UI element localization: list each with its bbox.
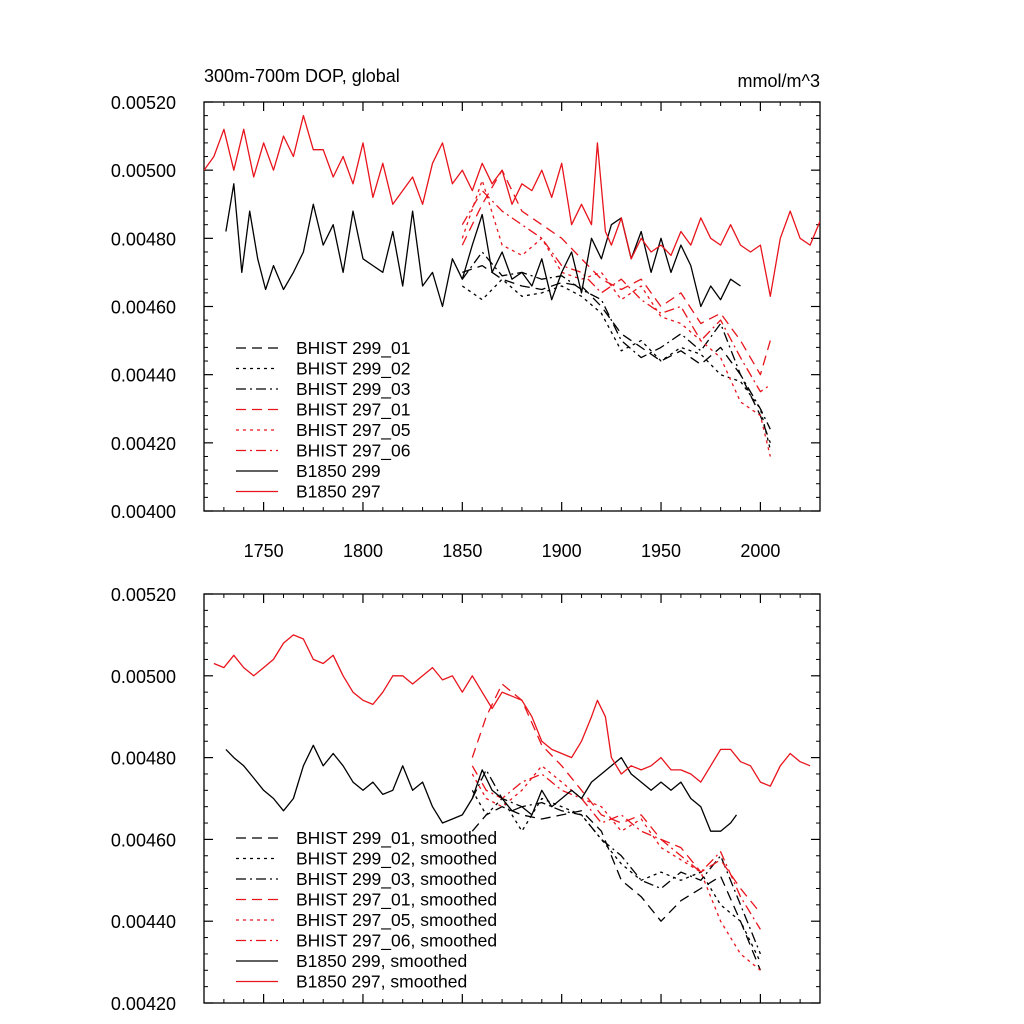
series-line-bhist-297-05 — [461, 179, 771, 457]
legend-label: BHIST 299_01, smoothed — [296, 828, 497, 849]
legend-label: BHIST 299_02 — [296, 359, 410, 380]
series-line-b1850-297-smoothed — [213, 634, 811, 787]
y-tick-label: 0.00440 — [111, 912, 176, 932]
series-line-b1850-297 — [204, 114, 820, 297]
y-tick-label: 0.00520 — [111, 585, 176, 605]
x-tick-label: 1850 — [442, 541, 482, 561]
y-tick-label: 0.00480 — [111, 749, 176, 769]
legend-label: B1850 299, smoothed — [296, 951, 467, 971]
y-tick-label: 0.00420 — [111, 434, 176, 454]
series-line-bhist-297-06-smoothed — [471, 765, 761, 930]
legend-label: BHIST 299_01 — [296, 338, 410, 359]
series-line-b1850-299 — [225, 183, 741, 308]
units-label: mmol/m^3 — [738, 71, 820, 91]
x-tick-label: 1800 — [343, 541, 383, 561]
x-tick-label: 1750 — [244, 541, 284, 561]
series-line-bhist-297-05-smoothed — [471, 765, 761, 971]
bottom-panel: 0.00420 0.00440 0.00460 0.00480 0.00500 0.005… — [111, 585, 821, 1014]
series-line-bhist-297-01-smoothed — [471, 683, 761, 914]
legend-label: BHIST 297_01, smoothed — [296, 890, 497, 911]
series-line-bhist-299-03-smoothed — [471, 769, 762, 955]
series-line-b1850-299-smoothed — [225, 744, 738, 832]
legend-label: BHIST 297_06, smoothed — [296, 931, 497, 952]
legend-label: BHIST 299_03 — [296, 379, 410, 400]
legend-label: BHIST 299_02, smoothed — [296, 849, 497, 870]
legend-label: B1850 299 — [296, 461, 381, 481]
y-tick-label: 0.00500 — [111, 161, 176, 181]
series-line-bhist-299-02-smoothed — [471, 789, 761, 963]
plot-frame — [203, 593, 821, 1004]
top-panel: 0.00400 0.00420 0.00440 0.00460 0.00480 0.005… — [111, 93, 821, 561]
legend-label: BHIST 299_03, smoothed — [296, 869, 497, 890]
y-tick-label: 0.00400 — [111, 502, 176, 522]
series-line-bhist-297-06 — [461, 189, 771, 393]
x-tick-label: 1900 — [542, 541, 582, 561]
chart-title: 300m-700m DOP, global — [204, 66, 400, 86]
y-tick-label: 0.00480 — [111, 229, 176, 249]
legend-label: BHIST 297_05 — [296, 420, 410, 441]
series-line-bhist-299-03 — [461, 251, 771, 430]
legend-label: BHIST 297_05, smoothed — [296, 910, 497, 931]
x-tick-label: 1950 — [641, 541, 681, 561]
series-line-bhist-299-02 — [461, 278, 771, 450]
legend-label: BHIST 297_06 — [296, 441, 410, 462]
series-line-bhist-299-01 — [462, 264, 771, 444]
legend-label: B1850 297, smoothed — [296, 972, 467, 992]
y-tick-label: 0.00440 — [111, 366, 176, 386]
y-tick-label: 0.00460 — [111, 298, 176, 318]
y-tick-label: 0.00420 — [111, 994, 176, 1014]
y-tick-label: 0.00500 — [111, 667, 176, 687]
series-line-bhist-297-01 — [461, 169, 771, 376]
y-tick-label: 0.00520 — [111, 93, 176, 113]
x-tick-label: 2000 — [740, 541, 780, 561]
y-tick-label: 0.00460 — [111, 830, 176, 850]
legend-label: B1850 297 — [296, 482, 381, 502]
legend-label: BHIST 297_01 — [296, 400, 410, 421]
